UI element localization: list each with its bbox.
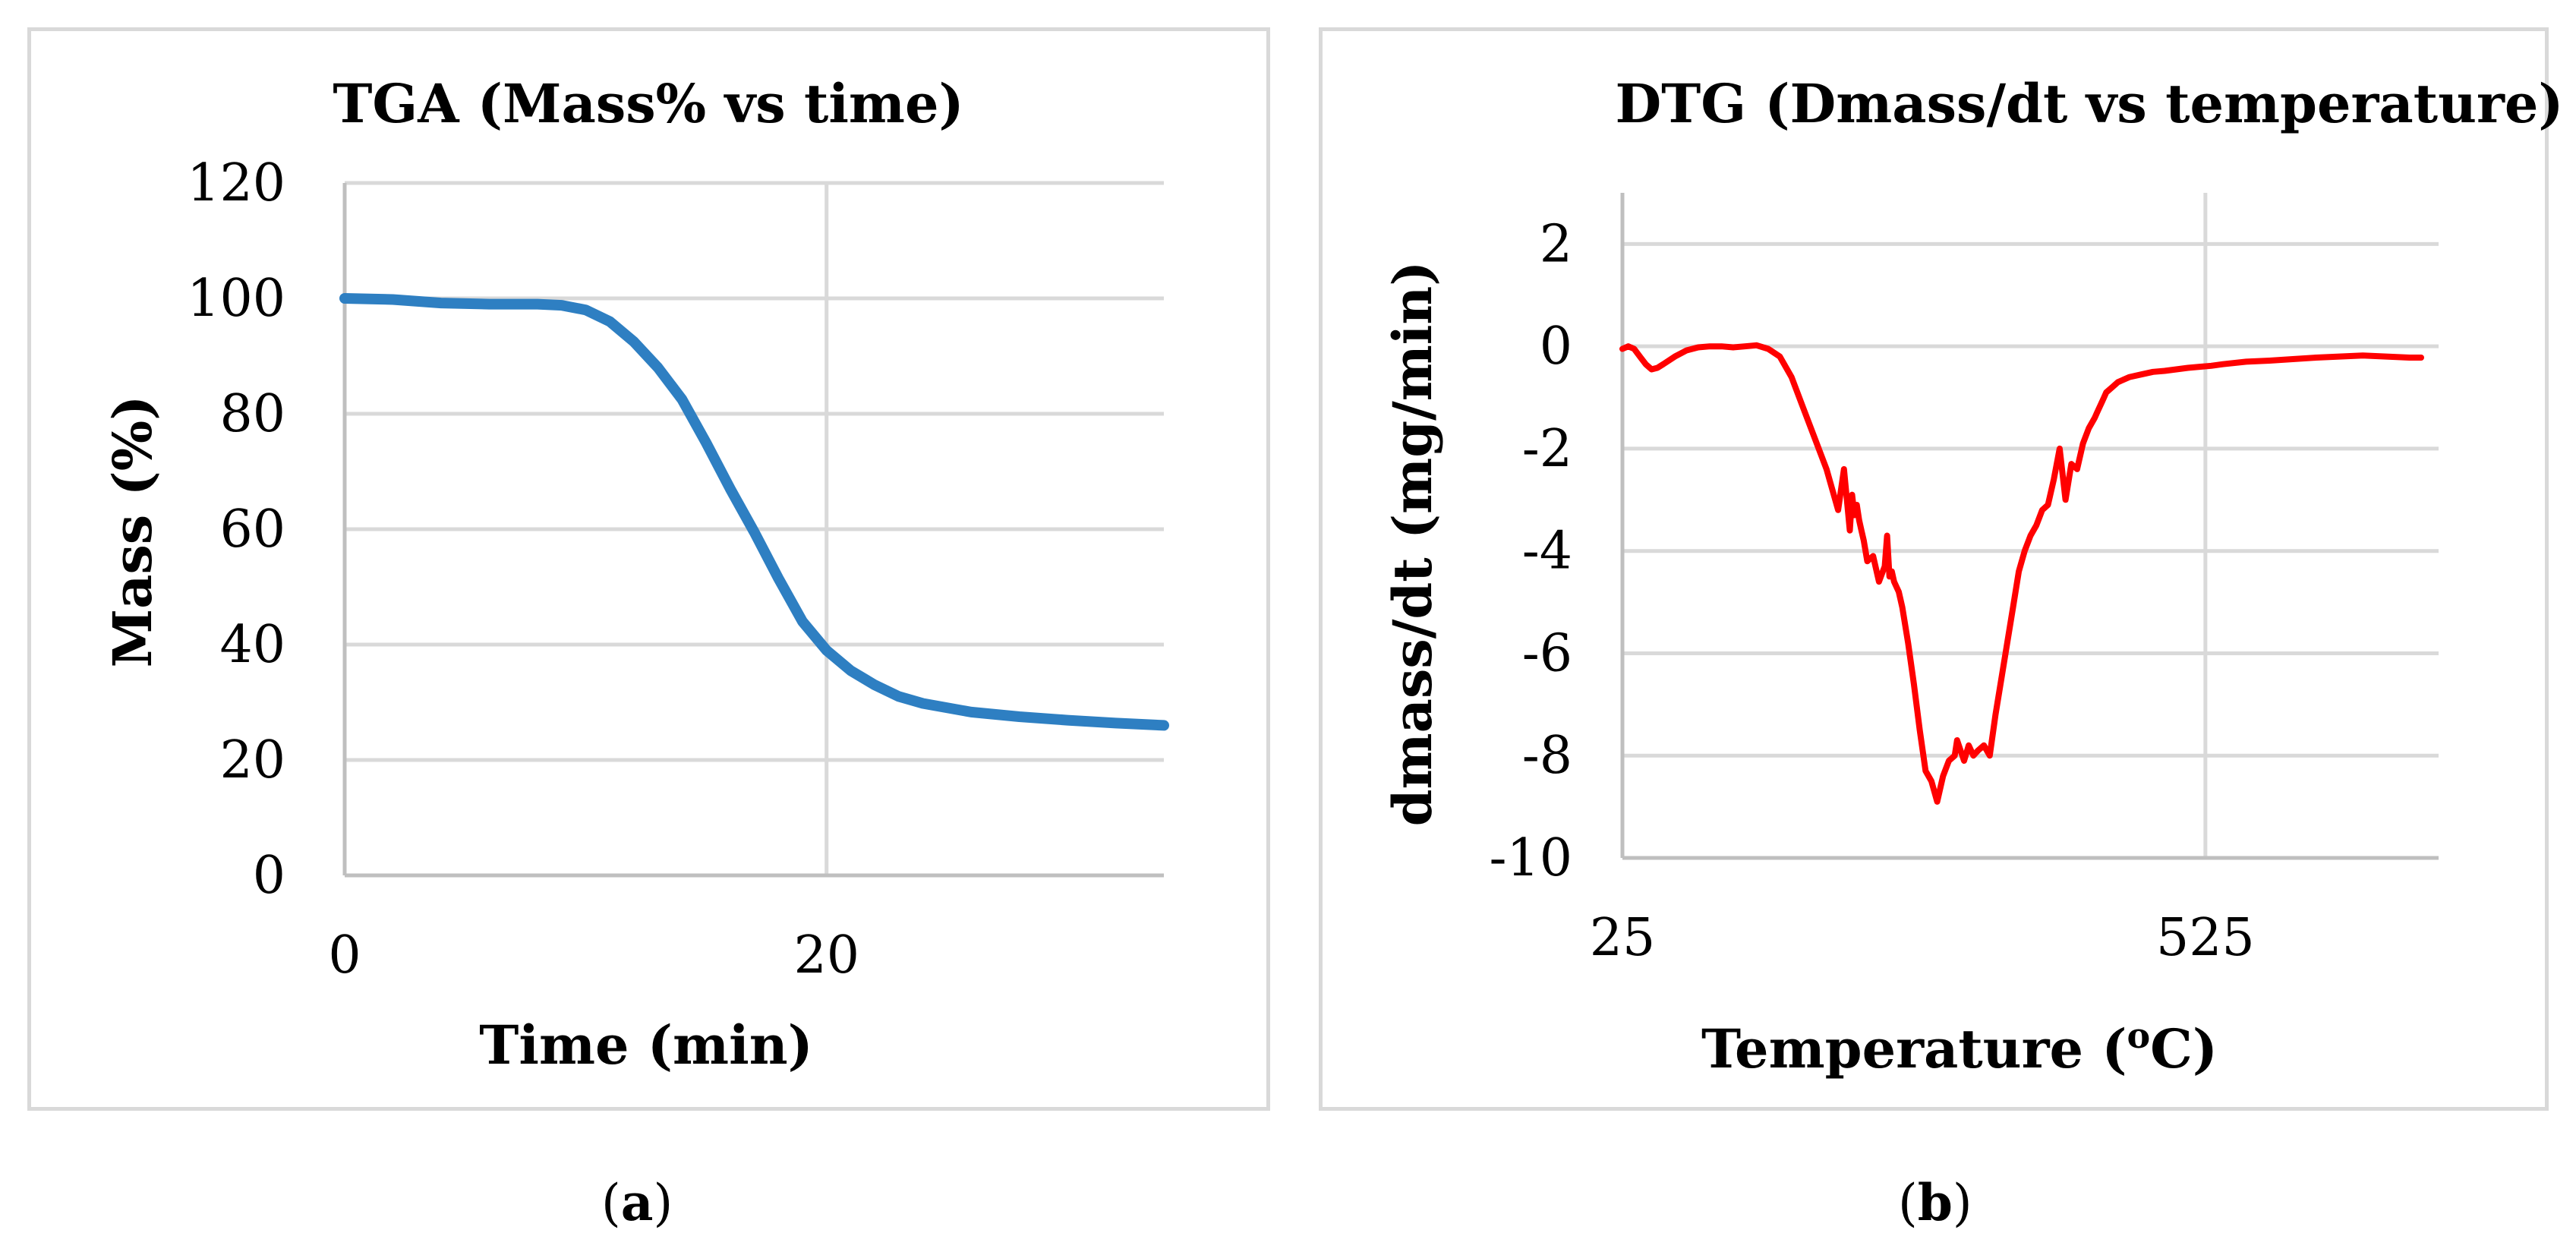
chart-title: DTG (Dmass/dt vs temperature) bbox=[1615, 72, 2563, 135]
x-axis-label-superscript: o bbox=[2127, 1015, 2150, 1056]
y-tick-label: 100 bbox=[187, 269, 285, 329]
x-tick-label: 20 bbox=[793, 925, 859, 985]
x-axis-label-main: Temperature ( bbox=[1701, 1017, 2127, 1080]
dtg-chart: DTG (Dmass/dt vs temperature) -10-8-6-4-… bbox=[1381, 72, 2564, 1080]
caption-letter-b: b bbox=[1917, 1173, 1953, 1232]
y-tick-label: 80 bbox=[219, 384, 285, 444]
y-tick-label: -4 bbox=[1522, 522, 1572, 582]
x-tick-labels: 25 525 bbox=[1590, 908, 2255, 968]
y-tick-label: -6 bbox=[1522, 623, 1572, 683]
caption-a: (a) bbox=[601, 1173, 673, 1232]
x-tick-labels: 0 20 bbox=[328, 925, 859, 985]
caption-b: (b) bbox=[1898, 1173, 1972, 1232]
x-tick-label: 525 bbox=[2156, 908, 2255, 968]
x-axis-label: Time (min) bbox=[479, 1014, 812, 1077]
chart-title: TGA (Mass% vs time) bbox=[333, 72, 963, 135]
tga-chart-panel: TGA (Mass% vs time) 0 20 40 60 80 100 120 0 20 … bbox=[27, 27, 1270, 1111]
y-tick-label: 0 bbox=[253, 846, 285, 906]
y-tick-label: 60 bbox=[219, 500, 285, 560]
y-axis-label: Mass (%) bbox=[101, 396, 164, 668]
x-tick-label: 0 bbox=[328, 925, 361, 985]
y-tick-label: 120 bbox=[187, 153, 285, 213]
gridlines bbox=[1622, 193, 2439, 858]
x-axis-label-end: C) bbox=[2150, 1017, 2218, 1080]
caption-letter-a: a bbox=[620, 1173, 654, 1232]
x-tick-label: 25 bbox=[1590, 908, 1656, 968]
y-tick-label: 20 bbox=[219, 730, 285, 790]
series-line-dmass-dt bbox=[1619, 342, 2424, 805]
y-tick-label: 40 bbox=[219, 615, 285, 675]
y-tick-label: 0 bbox=[1540, 317, 1572, 377]
y-tick-label: 2 bbox=[1540, 214, 1572, 274]
y-tick-labels: 0 20 40 60 80 100 120 bbox=[187, 153, 285, 906]
series-line-mass bbox=[339, 293, 1169, 731]
axes bbox=[1620, 193, 2439, 860]
y-axis-label: dmass/dt (mg/min) bbox=[1381, 261, 1444, 827]
dtg-chart-panel: DTG (Dmass/dt vs temperature) -10 -8 -6 -4-… bbox=[1319, 27, 2564, 1111]
y-tick-labels: -10 -8 -6 -4 -2 0 2 bbox=[1489, 214, 1572, 888]
x-axis-label: Temperature (oC) bbox=[1701, 1015, 2218, 1080]
y-tick-label: -2 bbox=[1522, 419, 1572, 479]
y-tick-label: -8 bbox=[1522, 726, 1572, 786]
y-tick-label: -10 bbox=[1489, 828, 1572, 888]
